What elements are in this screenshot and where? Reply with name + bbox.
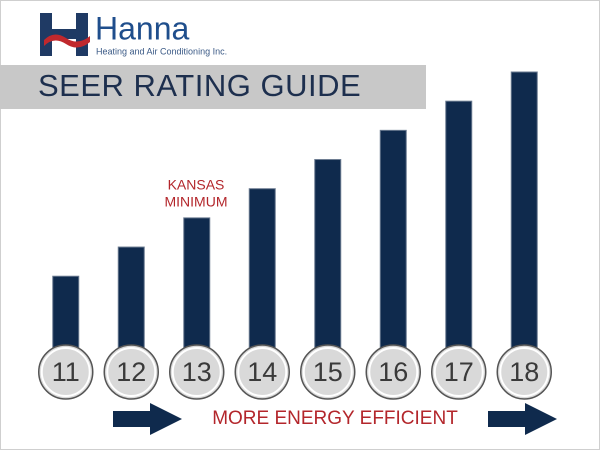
category-badge <box>365 344 421 400</box>
category-label: 14 <box>247 357 277 387</box>
bar <box>510 71 538 373</box>
category-badge <box>38 344 94 400</box>
category-badge <box>431 344 487 400</box>
bar <box>445 100 473 373</box>
category-badge-ring <box>433 347 484 397</box>
category-label: 11 <box>52 357 80 387</box>
category-label: 15 <box>313 357 343 387</box>
chart-title: SEER RATING GUIDE <box>38 68 361 103</box>
category-badge-ring <box>106 347 157 397</box>
category-badge-ring <box>171 347 222 397</box>
category-badge <box>234 344 290 400</box>
category-badge-ring <box>368 347 419 397</box>
category-label: 17 <box>444 357 474 387</box>
bars: 11 12 13 14 15 16 17 18 <box>38 71 552 400</box>
category-label: 16 <box>378 357 408 387</box>
category-label: 13 <box>182 357 212 387</box>
annotation: KANSAS <box>168 177 225 193</box>
bar <box>379 129 407 373</box>
bar <box>314 159 342 373</box>
category-badge <box>103 344 159 400</box>
logo-tagline: Heating and Air Conditioning Inc. <box>96 46 227 56</box>
annotation: MINIMUM <box>165 194 228 210</box>
category-label: 18 <box>509 357 539 387</box>
category-badge-ring <box>40 347 91 397</box>
category-badge <box>300 344 356 400</box>
footer-label: MORE ENERGY EFFICIENT <box>212 408 458 429</box>
logo-name: Hanna <box>95 10 190 46</box>
category-badge-ring <box>499 347 550 397</box>
footer-arrow-left <box>113 403 182 435</box>
footer-arrow-right <box>488 403 557 435</box>
title-banner <box>0 65 426 109</box>
bar <box>248 188 276 373</box>
category-label: 12 <box>116 357 146 387</box>
category-badge-ring <box>237 347 288 397</box>
category-badge <box>496 344 552 400</box>
logo-icon <box>40 13 90 56</box>
category-badge <box>169 344 225 400</box>
category-badge-ring <box>302 347 353 397</box>
